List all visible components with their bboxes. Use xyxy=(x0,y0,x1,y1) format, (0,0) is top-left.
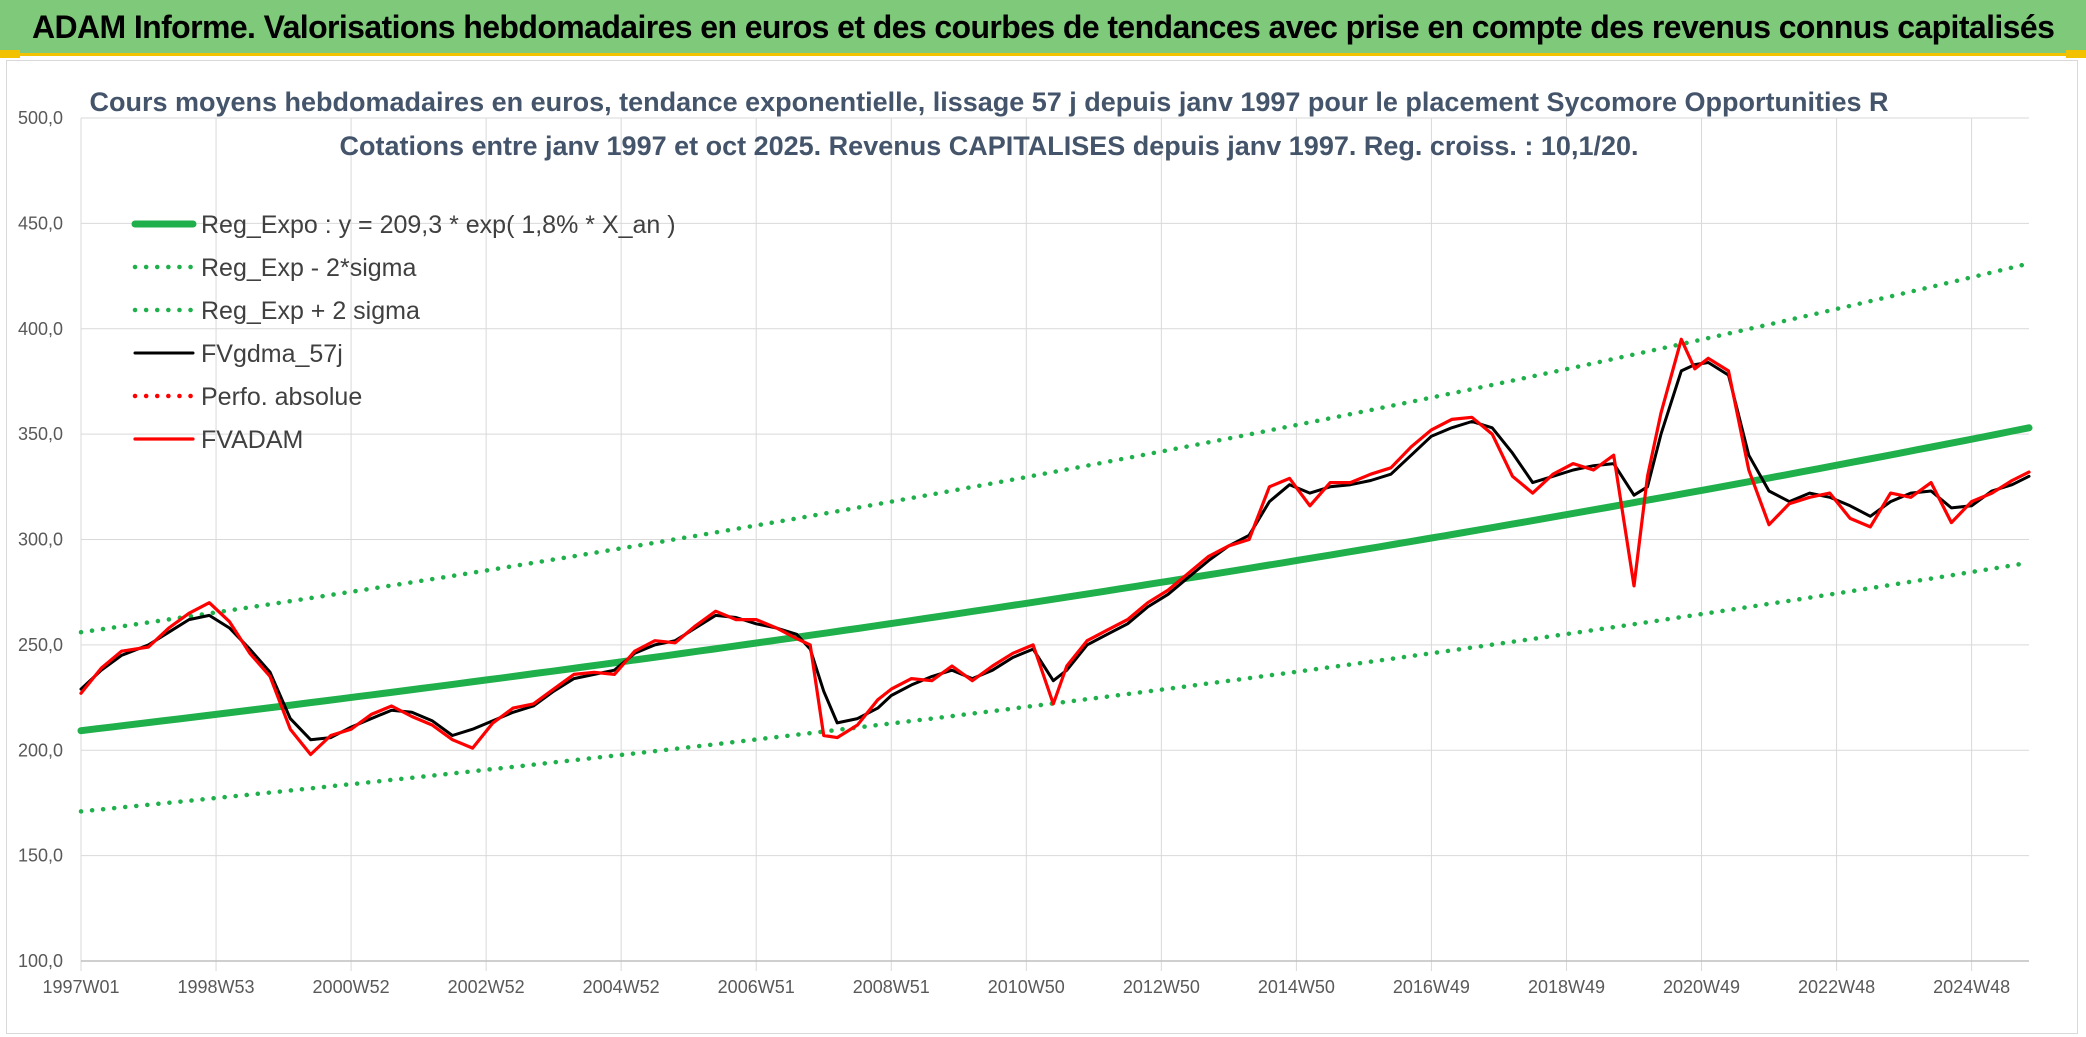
y-tick-label: 350,0 xyxy=(18,424,63,444)
y-tick-label: 100,0 xyxy=(18,951,63,971)
x-tick-label: 2016W49 xyxy=(1393,977,1470,997)
x-tick-label: 2018W49 xyxy=(1528,977,1605,997)
legend-label: Reg_Exp + 2 sigma xyxy=(201,297,420,325)
y-tick-label: 300,0 xyxy=(18,530,63,550)
series-line-0 xyxy=(77,424,2033,735)
x-tick-label: 2014W50 xyxy=(1258,977,1335,997)
x-tick-label: 2006W51 xyxy=(718,977,795,997)
x-tick-label: 2020W49 xyxy=(1663,977,1740,997)
x-tick-label: 1997W01 xyxy=(42,977,119,997)
chart-svg: Cours moyens hebdomadaires en euros, ten… xyxy=(18,87,2033,997)
x-tick-label: 2024W48 xyxy=(1933,977,2010,997)
chart-series xyxy=(77,261,2033,814)
legend-label: Reg_Expo : y = 209,3 * exp( 1,8% * X_an … xyxy=(201,211,676,239)
y-tick-label: 200,0 xyxy=(18,740,63,760)
chart-area: Cours moyens hebdomadaires en euros, ten… xyxy=(6,60,2078,1034)
y-tick-label: 500,0 xyxy=(18,108,63,128)
chart-legend: Reg_Expo : y = 209,3 * exp( 1,8% * X_an … xyxy=(131,211,676,454)
legend-label: FVADAM xyxy=(201,426,303,454)
report-banner: ADAM Informe. Valorisations hebdomadaire… xyxy=(0,0,2086,56)
series-line-5 xyxy=(79,337,2031,757)
chart-axes: 100,0 150,0 200,0 250,0 300,0 350,0 400,0 450,0… xyxy=(18,108,2029,997)
y-tick-label: 250,0 xyxy=(18,635,63,655)
x-tick-label: 2000W52 xyxy=(313,977,390,997)
chart-title: Cours moyens hebdomadaires en euros, ten… xyxy=(89,87,1888,117)
chart-grid xyxy=(80,117,2029,971)
legend-label: Reg_Exp - 2*sigma xyxy=(201,254,416,282)
report-title: ADAM Informe. Valorisations hebdomadaire… xyxy=(32,9,2055,45)
chart-subtitle: Cotations entre janv 1997 et oct 2025. R… xyxy=(339,131,1638,161)
legend-label: Perfo. absolue xyxy=(201,383,362,411)
banner-corner-right xyxy=(2066,50,2086,58)
series-line-2 xyxy=(78,261,2032,635)
x-tick-label: 2012W50 xyxy=(1123,977,1200,997)
legend-label: FVgdma_57j xyxy=(201,340,343,368)
x-tick-label: 2008W51 xyxy=(853,977,930,997)
x-tick-label: 1998W53 xyxy=(178,977,255,997)
x-tick-label: 2002W52 xyxy=(448,977,525,997)
x-tick-label: 2010W50 xyxy=(988,977,1065,997)
x-tick-label: 2022W48 xyxy=(1798,977,1875,997)
banner-corner-left xyxy=(0,50,20,58)
y-tick-label: 450,0 xyxy=(18,213,63,233)
x-tick-label: 2004W52 xyxy=(583,977,660,997)
y-tick-label: 400,0 xyxy=(18,319,63,339)
y-tick-label: 150,0 xyxy=(18,846,63,866)
